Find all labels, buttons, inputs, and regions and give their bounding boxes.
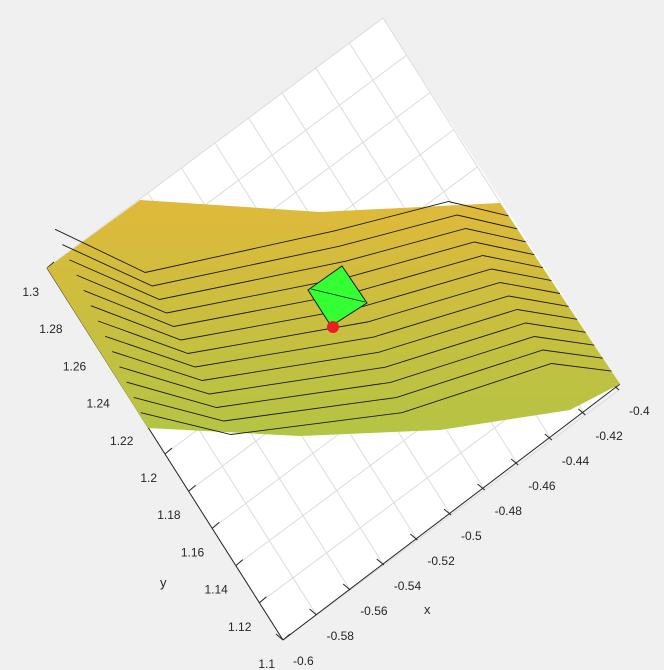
- marker-point: [327, 321, 339, 333]
- x-tick-label: -0.56: [360, 604, 388, 618]
- contour-line: [62, 214, 518, 287]
- x-tick-label: -0.4: [629, 404, 650, 418]
- contour-line: [104, 295, 569, 368]
- x-tick-label: -0.46: [528, 479, 556, 493]
- y-tick-label: 1.12: [228, 620, 252, 634]
- y-tick-label: 1.18: [157, 508, 181, 522]
- contour-line: [126, 336, 595, 408]
- x-tick-mark: [443, 508, 452, 516]
- x-axis-line: [282, 383, 621, 641]
- y-tick-label: 1.2: [140, 471, 157, 485]
- y-tick-label: 1.24: [86, 397, 110, 411]
- contour-line: [90, 268, 552, 341]
- contour-line: [54, 201, 509, 273]
- x-tick-mark: [510, 458, 519, 466]
- contour-line: [69, 228, 526, 300]
- y-tick-mark: [235, 559, 244, 566]
- x-tick-mark: [309, 608, 317, 616]
- x-tick-label: -0.5: [461, 529, 482, 543]
- contour-line: [119, 322, 586, 395]
- x-tick-mark: [275, 633, 284, 641]
- y-grid-line: [46, 17, 384, 269]
- y-tick-label: 1.16: [181, 545, 205, 559]
- x-tick-label: -0.58: [327, 629, 355, 643]
- marker-diamond-edge: [310, 288, 366, 303]
- contour-line: [76, 241, 535, 314]
- x-tick-mark: [477, 483, 485, 491]
- contour-line: [140, 363, 612, 435]
- contour-line: [97, 282, 561, 354]
- x-tick-mark: [544, 433, 553, 441]
- x-tick-label: -0.52: [427, 554, 455, 568]
- y-tick-mark: [188, 484, 196, 492]
- x-tick-mark: [410, 533, 418, 541]
- y-tick-label: 1.1: [258, 657, 275, 670]
- contour-line: [133, 349, 603, 422]
- y-tick-label: 1.14: [204, 583, 228, 597]
- y-tick-mark: [46, 261, 55, 269]
- y-tick-label: 1.28: [39, 322, 63, 336]
- x-tick-label: -0.6: [293, 654, 314, 668]
- y-tick-mark: [259, 596, 267, 604]
- x-axis-label: x: [424, 602, 431, 617]
- x-tick-label: -0.42: [595, 429, 623, 443]
- x-tick-mark: [342, 583, 351, 591]
- x-tick-label: -0.48: [495, 504, 523, 518]
- y-tick-label: 1.3: [22, 285, 39, 299]
- y-axis-label: y: [160, 575, 167, 590]
- x-tick-label: -0.54: [394, 579, 422, 593]
- y-tick-label: 1.22: [110, 434, 134, 448]
- y-tick-mark: [164, 447, 173, 455]
- x-tick-label: -0.44: [562, 454, 590, 468]
- x-tick-mark: [578, 408, 586, 416]
- x-tick-mark: [376, 558, 385, 566]
- y-tick-mark: [282, 633, 291, 641]
- y-tick-mark: [211, 522, 220, 529]
- y-tick-label: 1.26: [63, 359, 87, 373]
- contour-line: [112, 309, 578, 381]
